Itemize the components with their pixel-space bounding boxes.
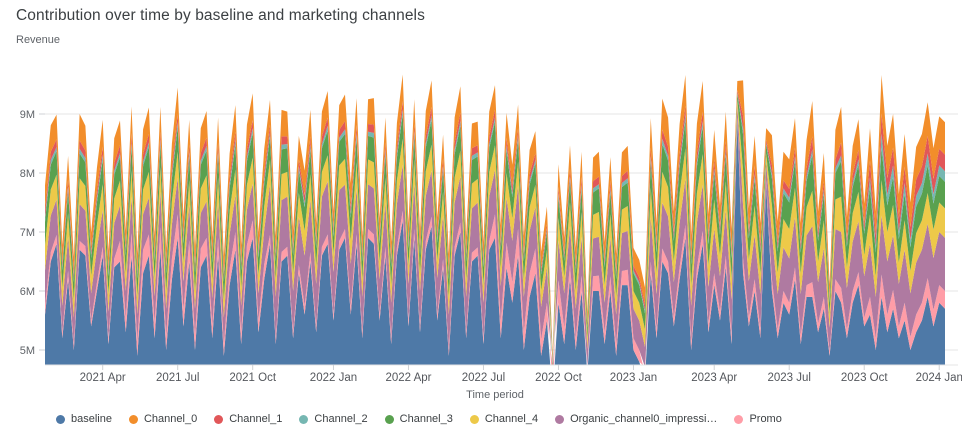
legend-label: Channel_1	[229, 413, 283, 425]
legend-swatch-icon	[299, 414, 309, 424]
legend-label: Channel_4	[484, 413, 539, 425]
area-Organic_channel0_impressi…[interactable]	[45, 105, 945, 376]
stacked-area-chart[interactable]: 5M 6M 7M 8M 9M 2021 Apr 2021 Jul 2021 Oct 2022 J…	[0, 52, 962, 386]
legend-swatch-icon	[469, 414, 479, 424]
y-tick-label: 7M	[20, 227, 35, 239]
legend-item-channel-3[interactable]: Channel_3	[384, 413, 453, 425]
legend-swatch-icon	[555, 414, 565, 424]
x-tick-label: 2023 Oct	[841, 372, 888, 384]
legend-item-baseline[interactable]: baseline	[56, 413, 112, 425]
legend-item-channel-4[interactable]: Channel_4	[469, 413, 539, 425]
legend-item-channel-0[interactable]: Channel_0	[128, 413, 198, 425]
y-axis-title: Revenue	[16, 34, 61, 46]
legend-label: baseline	[71, 413, 112, 425]
x-axis-title: Time period	[466, 389, 524, 401]
legend-swatch-icon	[128, 414, 138, 424]
x-tick-label: 2021 Oct	[229, 372, 276, 384]
legend-label: Channel_3	[399, 413, 453, 425]
x-tick-label: 2023 Jan	[610, 372, 657, 384]
y-tick-label: 8M	[20, 168, 35, 180]
legend-swatch-icon	[734, 414, 744, 424]
legend-item-channel-2[interactable]: Channel_2	[299, 413, 368, 425]
legend-item-promo[interactable]: Promo	[734, 413, 782, 425]
area-Channel_4[interactable]	[45, 99, 945, 370]
x-tick-label: 2022 Jan	[310, 372, 357, 384]
legend-label: Channel_0	[143, 413, 198, 425]
x-tick-label: 2023 Jul	[767, 372, 810, 384]
legend-item-channel-1[interactable]: Channel_1	[214, 413, 282, 425]
legend-label: Promo	[749, 413, 782, 425]
y-tick-label: 5M	[20, 345, 35, 357]
x-tick-label: 2024 Jan	[916, 372, 962, 384]
legend-swatch-icon	[214, 414, 224, 424]
x-tick-label: 2022 Apr	[385, 372, 431, 384]
legend-swatch-icon	[56, 414, 65, 424]
x-tick-label: 2022 Jul	[462, 372, 505, 384]
x-tick-label: 2023 Apr	[691, 372, 737, 384]
y-tick-label: 9M	[20, 109, 35, 121]
x-tick-label: 2021 Apr	[80, 372, 126, 384]
chart-legend: baseline Channel_0 Channel_1 Channel_2 Chann…	[56, 413, 782, 425]
chart-title: Contribution over time by baseline and m…	[16, 7, 425, 24]
x-tick-label: 2021 Jul	[156, 372, 199, 384]
legend-label: Channel_2	[314, 413, 368, 425]
legend-item-organic-channel0-impressi[interactable]: Organic_channel0_impressi…	[555, 413, 717, 425]
x-tick-label: 2022 Oct	[535, 372, 582, 384]
legend-swatch-icon	[384, 414, 394, 424]
y-tick-label: 6M	[20, 286, 35, 298]
area-baseline[interactable]	[45, 119, 945, 386]
legend-label: Organic_channel0_impressi…	[570, 413, 718, 425]
